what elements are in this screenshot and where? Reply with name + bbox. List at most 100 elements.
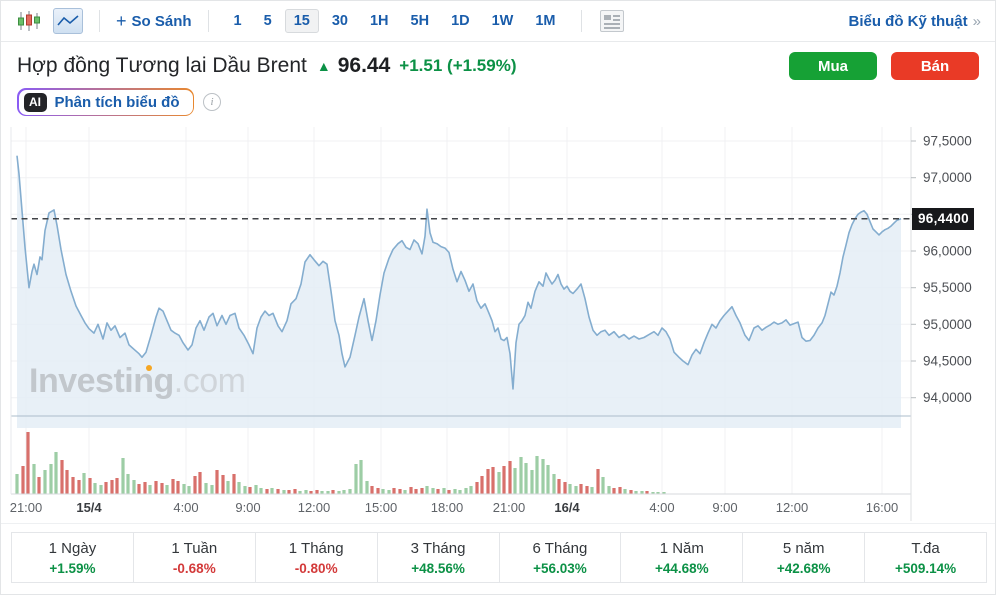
x-axis-label: 16/4	[554, 500, 580, 515]
volume-bar	[88, 478, 92, 494]
volume-bar	[282, 490, 286, 494]
sell-button[interactable]: Bán	[891, 52, 979, 80]
volume-bar	[398, 489, 402, 494]
x-axis-label: 12:00	[776, 500, 809, 515]
perf-change-value: +44.68%	[654, 561, 709, 576]
timeframe-group: 1 5 15 30 1H 5H 1D 1W 1M	[225, 9, 565, 33]
volume-bar	[326, 491, 330, 494]
x-axis-label: 18:00	[431, 500, 464, 515]
volume-bar	[143, 482, 147, 494]
candlestick-chart-icon[interactable]	[15, 8, 43, 34]
volume-bar	[409, 487, 413, 494]
volume-bar	[254, 485, 258, 494]
price-chart[interactable]: 97,500097,000096,500096,000095,500095,00…	[1, 119, 996, 526]
volume-bar	[640, 491, 644, 494]
performance-strip: 1 Ngày +1.59% 1 Tuần -0.68% 1 Tháng -0.80% 3 T…	[11, 532, 987, 583]
volume-bar	[618, 487, 622, 494]
timeframe-1[interactable]: 1	[225, 9, 251, 33]
compare-button[interactable]: + So Sánh	[116, 12, 192, 30]
volume-bar	[304, 490, 308, 494]
perf-cell-4: 6 Tháng +56.03%	[500, 533, 622, 582]
perf-change-value: +1.59%	[49, 561, 96, 576]
watermark-bold: Investing	[29, 362, 174, 400]
perf-period-label: 1 Tuần	[171, 540, 218, 557]
timeframe-15[interactable]: 15	[284, 9, 319, 33]
volume-bar	[464, 488, 468, 494]
ai-analysis-button[interactable]: AI Phân tích biểu đồ	[17, 88, 195, 116]
timeframe-5[interactable]: 5	[255, 9, 281, 33]
timeframe-1w[interactable]: 1W	[483, 9, 523, 33]
plus-icon: +	[116, 11, 127, 31]
watermark-light: .com	[173, 362, 246, 400]
volume-bar	[115, 478, 119, 494]
toolbar-divider	[580, 10, 582, 32]
volume-bar	[43, 470, 47, 494]
volume-bar	[425, 486, 429, 494]
volume-bar	[502, 466, 506, 494]
x-axis-label: 21:00	[10, 500, 43, 515]
volume-bar	[365, 481, 369, 494]
volume-bar	[82, 473, 86, 494]
price-area	[17, 155, 901, 428]
volume-bar	[210, 485, 214, 494]
buy-button[interactable]: Mua	[789, 52, 877, 80]
volume-bar	[104, 482, 108, 494]
volume-bar	[215, 470, 219, 494]
volume-bar	[535, 456, 539, 494]
chart-bottom-divider	[1, 523, 995, 524]
volume-bar	[552, 474, 556, 494]
price-change: +1.51 (+1.59%)	[399, 56, 517, 75]
volume-bar	[491, 467, 495, 494]
volume-bar	[226, 481, 230, 494]
news-panel-icon[interactable]	[598, 8, 626, 34]
perf-cell-5: 1 Năm +44.68%	[621, 533, 744, 582]
x-axis-label: 4:00	[173, 500, 198, 515]
line-chart-icon[interactable]	[53, 8, 83, 34]
volume-bar	[54, 452, 58, 494]
volume-bar	[508, 461, 512, 494]
perf-change-value: +48.56%	[411, 561, 465, 576]
ai-analysis-label: Phân tích biểu đồ	[54, 93, 180, 111]
ai-analysis-bar: AI Phân tích biểu đồ i	[17, 88, 222, 116]
volume-bar	[248, 487, 252, 494]
perf-period-label: 3 Tháng	[410, 540, 466, 557]
timeframe-1d[interactable]: 1D	[442, 9, 479, 33]
volume-bar	[160, 483, 164, 494]
volume-bar	[198, 472, 202, 494]
timeframe-1m[interactable]: 1M	[526, 9, 564, 33]
perf-change-value: -0.80%	[294, 561, 338, 576]
info-icon[interactable]: i	[203, 93, 222, 111]
volume-bar	[309, 491, 313, 494]
investing-watermark: Investing.com	[29, 362, 246, 401]
volume-bar	[49, 464, 53, 494]
timeframe-30[interactable]: 30	[323, 9, 357, 33]
volume-bar	[293, 489, 297, 494]
volume-bar	[193, 476, 197, 494]
timeframe-5h[interactable]: 5H	[402, 9, 439, 33]
instrument-title: Hợp đồng Tương lai Dầu Brent	[17, 54, 307, 77]
instrument-header: Hợp đồng Tương lai Dầu Brent ▲ 96.44 +1.…	[17, 49, 979, 83]
volume-bar	[126, 474, 130, 494]
volume-bar	[148, 485, 152, 494]
volume-bar	[442, 488, 446, 494]
last-price-axis-label: 96,4400	[912, 208, 974, 230]
volume-bar	[237, 482, 241, 494]
price-line[interactable]	[16, 155, 902, 390]
toolbar-divider	[99, 10, 100, 32]
technical-chart-link[interactable]: Biểu đồ Kỹ thuật »	[848, 13, 981, 30]
volume-bar	[480, 476, 484, 494]
volume-bar	[612, 488, 616, 494]
volume-bar	[662, 492, 666, 494]
volume-bar	[221, 475, 225, 494]
volume-bar	[359, 460, 363, 494]
volume-bar	[458, 490, 462, 494]
last-price: 96.44	[337, 54, 391, 77]
volume-bar	[486, 469, 490, 494]
y-axis-label: 94,5000	[923, 354, 972, 369]
volume-bar	[623, 489, 627, 494]
perf-period-label: 1 Ngày	[48, 540, 97, 557]
volume-bar	[601, 477, 605, 494]
timeframe-1h[interactable]: 1H	[361, 9, 398, 33]
volume-bar	[431, 488, 435, 494]
volume-bar	[354, 464, 358, 494]
